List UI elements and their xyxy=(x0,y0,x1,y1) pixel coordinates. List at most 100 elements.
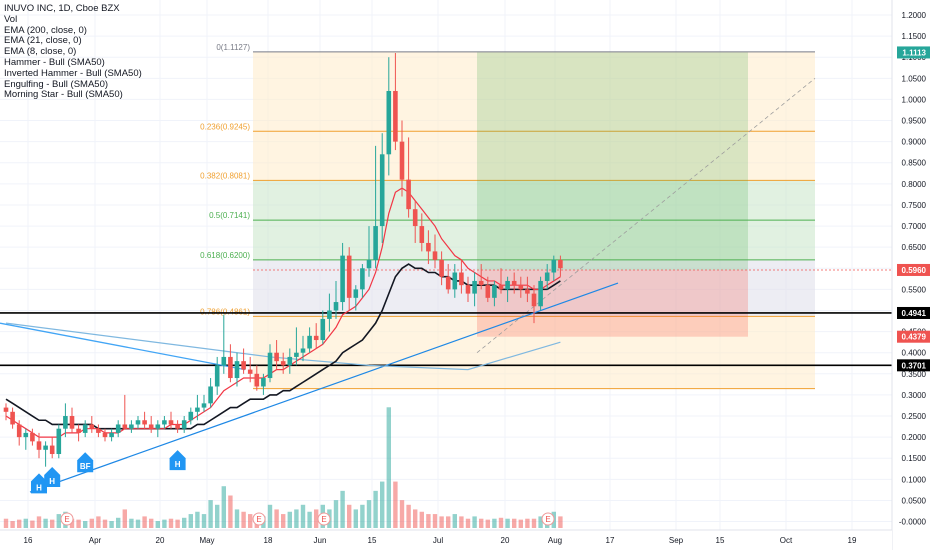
volume-bar xyxy=(155,521,160,528)
volume-bar xyxy=(399,500,405,528)
volume-bar xyxy=(518,519,523,528)
candle-body xyxy=(294,352,299,357)
volume-bar xyxy=(135,519,141,528)
volume-bar xyxy=(221,486,226,528)
time-tick-label: 15 xyxy=(716,536,725,545)
candle-body xyxy=(76,428,81,433)
volume-bar xyxy=(201,514,207,528)
time-tick-label: 20 xyxy=(501,536,510,545)
volume-bar xyxy=(10,521,15,528)
legend-item-morning-star[interactable]: Morning Star - Bull (SMA50) xyxy=(4,89,123,101)
legend-item-engulfing[interactable]: Engulfing - Bull (SMA50) xyxy=(4,78,109,90)
time-tick-label: 15 xyxy=(368,536,377,545)
volume-bar xyxy=(182,517,187,528)
volume-bar xyxy=(116,517,121,528)
volume-bar xyxy=(96,516,101,528)
candle-body xyxy=(426,242,431,252)
price-axis[interactable]: 1.20001.15001.10001.05001.00000.95000.90… xyxy=(891,0,932,550)
candle-body xyxy=(485,285,491,298)
candle-body xyxy=(313,335,319,341)
candle-body xyxy=(492,285,497,298)
candle-body xyxy=(10,411,15,425)
pattern-marker-label: H xyxy=(49,477,55,486)
fib-zone xyxy=(253,220,815,260)
legend-title: INUVO INC, 1D, Cboe BZX xyxy=(4,3,120,14)
price-tick-label: 0.0500 xyxy=(902,496,927,505)
candle-body xyxy=(135,420,141,425)
time-tick-label: Jul xyxy=(433,536,443,545)
volume-bar xyxy=(413,509,418,528)
volume-bar xyxy=(241,511,246,528)
price-tick-label: 1.0500 xyxy=(902,74,927,83)
volume-bar xyxy=(347,504,352,528)
candle-body xyxy=(538,280,543,307)
candle-body xyxy=(254,373,260,387)
legend-item-volume[interactable]: Vol xyxy=(4,13,18,25)
candle-body xyxy=(3,407,9,412)
legend-item-hammer[interactable]: Hammer - Bull (SMA50) xyxy=(4,56,105,68)
time-tick-label: 20 xyxy=(156,536,165,545)
candle-body xyxy=(399,141,405,180)
candle-body xyxy=(162,420,167,425)
volume-bar xyxy=(195,511,200,528)
volume-bar xyxy=(558,516,563,528)
fib-level-label: 0.382(0.8081) xyxy=(200,171,250,180)
volume-bar xyxy=(248,514,253,528)
earnings-label: E xyxy=(545,515,550,524)
long-position-tool[interactable] xyxy=(253,52,892,354)
stop-zone xyxy=(477,269,748,337)
candle-body xyxy=(96,428,101,433)
volume-bar xyxy=(83,521,88,528)
candle-body xyxy=(412,209,418,227)
candle-body xyxy=(379,154,385,227)
volume-bar xyxy=(531,518,537,528)
earnings-label: E xyxy=(64,515,69,524)
legend-item-ema200[interactable]: EMA (200, close, 0) xyxy=(4,24,87,36)
volume-bar xyxy=(505,518,510,528)
price-tick-label: 0.9000 xyxy=(902,138,927,147)
candle-body xyxy=(419,226,425,243)
candle-body xyxy=(234,361,240,379)
volume-bar xyxy=(36,516,42,528)
volume-bar xyxy=(485,519,490,528)
candle-body xyxy=(439,259,444,277)
volume-bar xyxy=(102,519,108,528)
candle-body xyxy=(300,348,306,353)
candle-body xyxy=(432,251,438,260)
candle-body xyxy=(247,369,253,374)
earnings-marker xyxy=(252,512,266,526)
legend-item-ema8[interactable]: EMA (8, close, 0) xyxy=(4,46,77,58)
candle-body xyxy=(214,365,220,387)
price-label-text: 1.1113 xyxy=(902,48,926,57)
price-label-text: 0.4379 xyxy=(902,333,927,342)
pattern-marker-label: H xyxy=(175,460,181,469)
candle-body xyxy=(478,280,484,286)
earnings-marker xyxy=(60,512,74,526)
candle-body xyxy=(386,90,392,155)
chart-legend: INUVO INC, 1D, Cboe BZX Vol EMA (200, cl… xyxy=(4,3,142,101)
volume-bar xyxy=(129,518,134,528)
candle-body xyxy=(102,432,108,438)
candle-body xyxy=(221,356,227,366)
volume-bar xyxy=(525,518,530,528)
price-tick-label: 0.3000 xyxy=(902,391,927,400)
volume-bar xyxy=(426,514,431,528)
candle-body xyxy=(320,318,326,341)
fib-level-label: 0.236(0.9245) xyxy=(200,122,250,131)
candle-body xyxy=(49,445,55,455)
candle-body xyxy=(261,378,266,387)
volume-bar xyxy=(50,519,55,528)
candle-body xyxy=(280,361,286,366)
legend-item-ema21[interactable]: EMA (21, close, 0) xyxy=(4,35,82,47)
candle-body xyxy=(188,411,194,421)
volume-bar xyxy=(287,511,292,528)
candle-body xyxy=(208,386,213,404)
time-axis[interactable]: 16 Apr 20 May 18 Jun 15 Jul 20 Aug 17 Sep 15 Oct 19 xyxy=(0,529,892,550)
legend-item-inverted-hammer[interactable]: Inverted Hammer - Bull (SMA50) xyxy=(4,67,142,79)
candle-body xyxy=(505,280,510,290)
earnings-label: E xyxy=(256,515,261,524)
time-tick-label: 16 xyxy=(24,536,33,545)
price-tick-label: 1.2000 xyxy=(902,11,927,20)
fibonacci-retracement[interactable]: 0(1.1127) 0.236(0.9245) 0.382(0.8081) 0.5(0… xyxy=(200,43,815,390)
